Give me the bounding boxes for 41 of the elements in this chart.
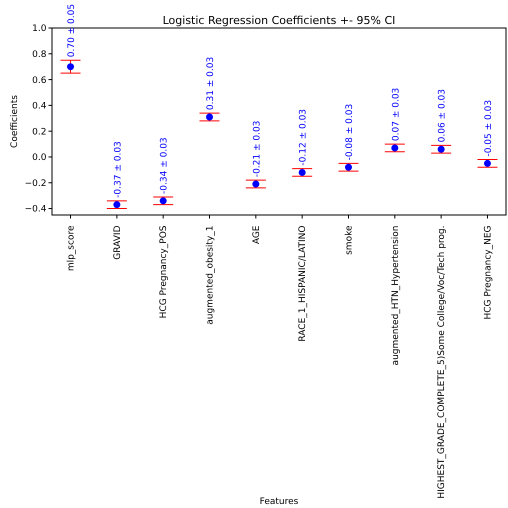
y-tick-label: 0.4 [32, 102, 47, 112]
x-tick-label: HCG Pregnancy_NEG [483, 225, 494, 320]
data-label: -0.12 ± 0.03 [298, 108, 309, 166]
point [391, 144, 398, 152]
data-label: 0.70 ± 0.05 [67, 4, 78, 58]
x-tick-label: AGE [252, 225, 262, 244]
y-tick-label: 0.2 [32, 127, 46, 138]
x-tick-label: augmented_HTN_Hypertension [390, 226, 401, 366]
x-tick-label: HCG Pregnancy_POS [159, 225, 170, 318]
data-label: -0.21 ± 0.03 [252, 120, 262, 178]
data-label: 0.31 ± 0.03 [206, 56, 216, 110]
point [484, 160, 491, 167]
point [344, 164, 352, 171]
y-tick-label: 0.8 [32, 50, 47, 60]
point [252, 180, 260, 188]
point [206, 113, 214, 120]
x-axis-title: Features [260, 497, 299, 507]
point [67, 63, 74, 70]
y-tick-label: −0.4 [24, 204, 47, 215]
x-tick-label: HIGHEST_GRADE_COMPLETE_5)Some College/Voc/Tech prog. [437, 226, 448, 499]
chart-title: Logistic Regression Coefficients +- 95% CI [162, 14, 396, 27]
x-tick-label: mlp_score [66, 225, 77, 272]
point [113, 201, 120, 208]
data-label: -0.34 ± 0.03 [160, 137, 170, 194]
data-label: 0.07 ± 0.03 [391, 88, 402, 142]
x-tick-label: RACE_1_HISPANIC/LATINO [298, 226, 308, 342]
y-axis-title: Coefficients [10, 94, 20, 148]
data-label: -0.08 ± 0.03 [344, 104, 355, 160]
point [160, 197, 167, 204]
y-tick-label: 1.0 [32, 24, 47, 34]
y-tick-label: 0.6 [32, 76, 47, 86]
data-label: 0.06 ± 0.03 [438, 89, 448, 142]
y-tick-label: 0.0 [32, 153, 47, 164]
x-tick-label: augmented_obesity_1 [206, 226, 216, 325]
data-label: -0.37 ± 0.03 [113, 141, 124, 198]
point [438, 146, 445, 153]
point [298, 168, 306, 176]
y-tick-label: −0.2 [24, 178, 46, 189]
x-tick-label: GRAVID [112, 225, 123, 260]
x-tick-label: smoke [344, 225, 354, 255]
data-label: -0.05 ± 0.03 [484, 100, 494, 157]
